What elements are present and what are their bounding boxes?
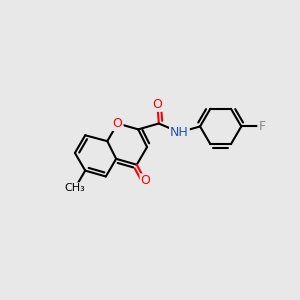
Text: O: O (113, 117, 122, 130)
Text: O: O (152, 98, 162, 111)
Text: F: F (258, 120, 266, 133)
Text: CH₃: CH₃ (64, 183, 85, 193)
Text: NH: NH (170, 126, 189, 139)
Text: O: O (141, 174, 151, 188)
